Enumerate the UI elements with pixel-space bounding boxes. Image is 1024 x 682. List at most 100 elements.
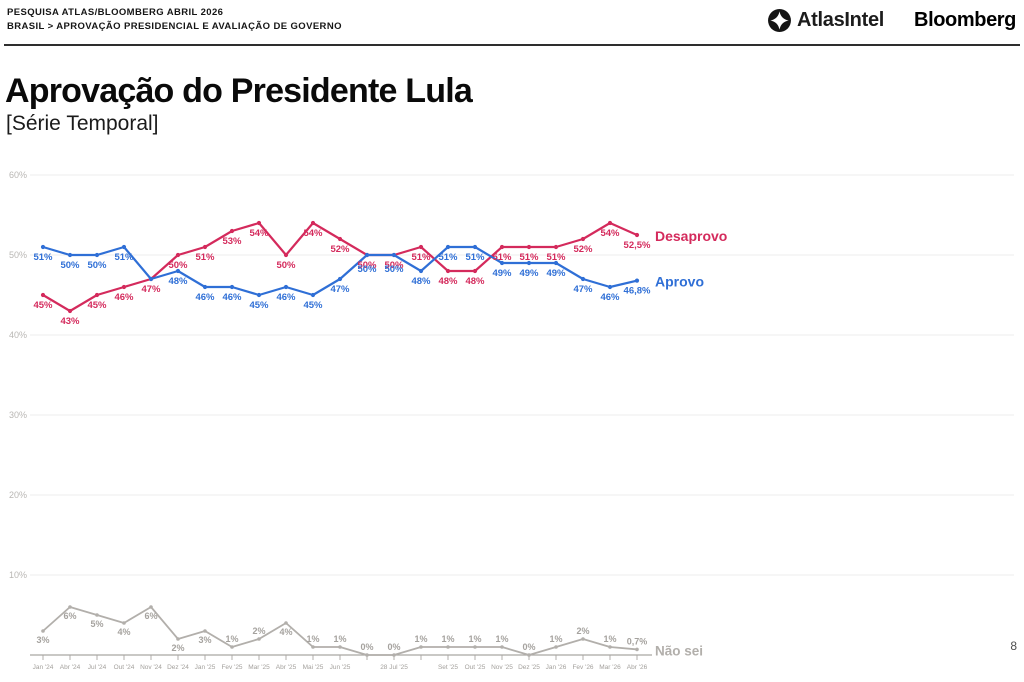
data-point — [527, 653, 531, 657]
data-point — [581, 637, 585, 641]
data-point — [554, 645, 558, 649]
data-label: 52% — [573, 244, 593, 255]
data-point — [68, 605, 72, 609]
y-axis-tick-label: 60% — [9, 170, 27, 180]
data-label: 45% — [33, 300, 53, 311]
logo-group: AtlasIntel Bloomberg — [767, 8, 1016, 33]
data-label: 0% — [360, 642, 373, 652]
data-label: 51% — [411, 252, 431, 263]
atlasintel-icon — [767, 8, 792, 33]
legend-label-Aprovo: Aprovo — [655, 274, 704, 290]
data-label: 1% — [603, 634, 616, 644]
x-axis-tick-label: Dez '25 — [518, 664, 540, 671]
x-axis-tick-label: Mar '26 — [599, 664, 621, 671]
data-label: 52% — [330, 244, 350, 255]
data-point — [310, 292, 316, 298]
x-axis-tick-label: Jun '25 — [330, 664, 351, 671]
data-point — [473, 645, 477, 649]
x-axis-tick-label: Mar '25 — [248, 664, 270, 671]
data-point — [635, 647, 639, 652]
data-point — [499, 244, 505, 250]
data-point — [526, 260, 532, 266]
data-label: 46% — [222, 292, 242, 303]
data-label: 1% — [414, 634, 427, 644]
y-axis-tick-label: 40% — [9, 330, 27, 340]
data-label: 6% — [63, 611, 76, 621]
data-label: 54% — [600, 228, 620, 239]
data-label: 1% — [549, 634, 562, 644]
data-label: 50% — [384, 264, 404, 275]
data-label: 50% — [384, 260, 404, 271]
data-point — [418, 268, 424, 274]
data-label: 54% — [303, 228, 323, 239]
data-label: 46% — [114, 292, 134, 303]
data-label: 49% — [546, 268, 566, 279]
data-point — [283, 252, 289, 258]
data-label: 1% — [306, 634, 319, 644]
data-point — [202, 244, 208, 250]
data-point — [41, 629, 45, 633]
data-point — [229, 284, 235, 290]
data-point — [176, 637, 180, 641]
data-point — [230, 645, 234, 649]
breadcrumb: BRASIL > APROVAÇÃO PRESIDENCIAL E AVALIA… — [7, 21, 342, 32]
data-label: 49% — [492, 268, 512, 279]
data-point — [445, 244, 451, 250]
y-axis-tick-label: 30% — [9, 410, 27, 420]
header-divider — [4, 44, 1020, 46]
atlasintel-wordmark: AtlasIntel — [797, 9, 885, 31]
data-point — [256, 292, 262, 298]
x-axis-tick-label: Set '25 — [438, 664, 458, 671]
data-point — [446, 645, 450, 649]
data-label: 48% — [168, 276, 188, 287]
data-label: 1% — [333, 634, 346, 644]
data-label: 47% — [330, 284, 350, 295]
data-point — [419, 645, 423, 649]
data-label: 50% — [168, 260, 188, 271]
data-point — [40, 292, 46, 298]
data-label: 45% — [249, 300, 269, 311]
data-point — [257, 637, 261, 641]
data-label: 46,8% — [624, 286, 651, 297]
x-axis-tick-label: Jan '26 — [546, 664, 567, 671]
data-point — [392, 653, 396, 657]
x-axis-tick-label: Jul '24 — [88, 664, 107, 671]
x-axis-tick-label: Nov '24 — [140, 664, 162, 671]
report-kicker-line1: PESQUISA ATLAS/BLOOMBERG ABRIL 2026 — [7, 7, 224, 18]
data-point — [337, 276, 343, 282]
data-label: 51% — [492, 252, 512, 263]
data-point — [94, 292, 100, 298]
data-point — [365, 653, 369, 657]
data-point — [67, 308, 73, 314]
x-axis-tick-label: Abr '25 — [276, 664, 297, 671]
data-point — [607, 220, 613, 226]
data-point — [284, 621, 288, 625]
x-axis-tick-label: Jan '24 — [33, 664, 54, 671]
data-point — [148, 276, 154, 282]
data-label: 54% — [249, 228, 269, 239]
data-point — [229, 228, 235, 234]
data-label: 43% — [60, 316, 80, 327]
bloomberg-wordmark: Bloomberg — [914, 9, 1016, 31]
data-label: 52,5% — [624, 240, 651, 251]
data-point — [553, 260, 559, 266]
data-label: 50% — [87, 260, 107, 271]
data-label: 0,7% — [627, 636, 648, 646]
data-label: 53% — [222, 236, 242, 247]
data-label: 46% — [600, 292, 620, 303]
data-label: 1% — [495, 634, 508, 644]
data-label: 3% — [198, 635, 211, 645]
data-point — [445, 268, 451, 274]
legend-label-Não sei: Não sei — [655, 643, 703, 658]
data-label: 48% — [411, 276, 431, 287]
data-label: 47% — [141, 284, 161, 295]
data-point — [95, 613, 99, 617]
data-point — [607, 284, 613, 290]
data-point — [499, 260, 505, 266]
data-label: 46% — [195, 292, 215, 303]
data-point — [337, 236, 343, 242]
data-label: 5% — [90, 619, 103, 629]
data-label: 51% — [195, 252, 215, 263]
x-axis-tick-label: Fev '26 — [572, 664, 593, 671]
